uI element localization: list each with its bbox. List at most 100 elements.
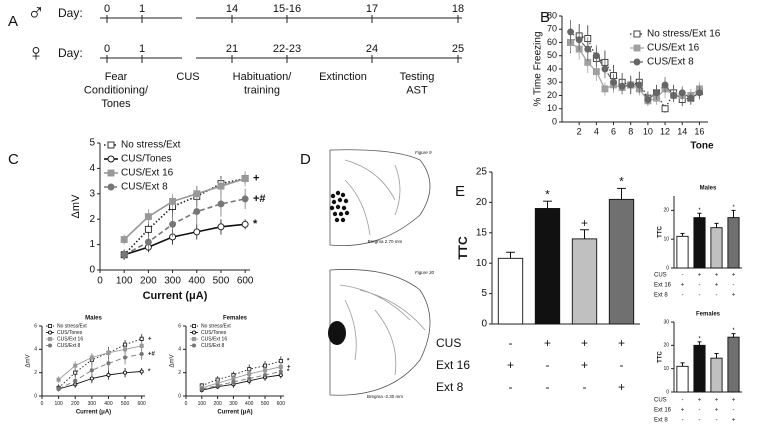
- value-annotation: *: [545, 187, 550, 201]
- factor-level: -: [699, 293, 701, 299]
- x-tick-label: 100: [116, 276, 133, 287]
- series-annotation: +: [287, 364, 291, 370]
- x-axis-label: Current (μA): [143, 290, 208, 302]
- x-tick-label: 500: [121, 401, 130, 407]
- day-number: 0: [104, 43, 110, 55]
- y-tick-label: 25: [476, 167, 488, 178]
- value-annotation: +: [581, 216, 588, 230]
- bar: [676, 235, 689, 269]
- x-tick-label: 14: [677, 127, 687, 137]
- phase-label: CUS: [176, 71, 199, 83]
- series-line: [201, 366, 281, 389]
- y-tick-label: 20: [663, 343, 669, 349]
- factor-level: +: [581, 358, 588, 372]
- marker: [278, 364, 283, 369]
- chart-title: Females: [696, 312, 721, 318]
- marker: [120, 251, 128, 259]
- marker: [592, 52, 600, 60]
- y-tick-label: 10: [663, 237, 669, 243]
- legend-marker: [107, 169, 115, 177]
- legend-marker: [47, 343, 53, 348]
- series-annotation: +: [253, 172, 259, 184]
- phase-label: Habituation/: [233, 71, 293, 83]
- day-number: 1: [139, 3, 145, 15]
- phase-label: Fear: [105, 71, 128, 83]
- marker: [262, 372, 268, 378]
- factor-level: -: [509, 380, 513, 394]
- y-tick-label: 10: [547, 103, 557, 113]
- legend-label: No stress/Ext 16: [647, 29, 721, 40]
- marker: [567, 28, 575, 36]
- sex-symbol: ♂: [27, 0, 45, 26]
- factor-name: Ext 8: [654, 293, 668, 299]
- series-annotation: *: [253, 218, 258, 230]
- legend-marker: [191, 323, 197, 329]
- x-tick-label: 400: [245, 401, 254, 407]
- marker: [687, 94, 695, 102]
- factor-level: -: [699, 408, 701, 414]
- factor-level: +: [715, 283, 719, 289]
- marker: [241, 220, 249, 228]
- chart-title: Males: [85, 316, 102, 322]
- y-tick-label: 1: [89, 239, 95, 250]
- legend-label: CUS/Ext 8: [647, 57, 694, 68]
- x-axis-label: Tone: [690, 141, 714, 152]
- factor-level: -: [546, 358, 550, 372]
- marker: [106, 372, 111, 378]
- legend-marker: [47, 336, 53, 342]
- factor-level: -: [509, 336, 513, 350]
- x-tick-label: 300: [164, 276, 181, 287]
- legend-label: CUS/Ext 8: [201, 343, 225, 349]
- marker: [144, 238, 152, 246]
- y-tick-label: 2: [89, 214, 95, 225]
- day-number: 14: [226, 3, 238, 15]
- x-tick-label: 6: [611, 127, 616, 137]
- value-annotation: *: [698, 208, 701, 214]
- y-tick-label: 0: [666, 389, 669, 395]
- factor-level: +: [544, 336, 551, 350]
- day-number: 15-16: [273, 3, 301, 15]
- factor-level: -: [620, 358, 624, 372]
- factor-name: Ext 16: [654, 283, 672, 289]
- bar: [676, 365, 689, 393]
- brain-outline: [329, 149, 431, 246]
- y-tick-label: 40: [547, 63, 557, 73]
- legend-label: CUS/Ext 8: [57, 343, 81, 349]
- factor-level: -: [546, 380, 550, 394]
- marker: [215, 383, 220, 388]
- factor-level: -: [583, 380, 587, 394]
- y-tick-label: 0: [666, 265, 669, 271]
- marker: [278, 369, 283, 374]
- y-tick-label: 20: [547, 90, 557, 100]
- sex-symbol: ♀: [27, 39, 45, 66]
- marker: [575, 36, 583, 44]
- marker: [635, 81, 643, 89]
- factor-level: +: [732, 398, 736, 404]
- series-line: [58, 345, 142, 381]
- legend-marker: [107, 155, 115, 163]
- factor-level: +: [581, 336, 588, 350]
- marker: [217, 200, 225, 208]
- x-tick-label: 2: [577, 127, 582, 137]
- marker: [241, 195, 249, 203]
- y-tick-label: 4: [178, 347, 181, 353]
- factor-level: -: [699, 418, 701, 424]
- factor-level: +: [715, 398, 719, 404]
- marker: [241, 175, 249, 183]
- brain-outline: [329, 269, 431, 396]
- y-tick-label: 30: [547, 77, 557, 87]
- factor-level: +: [618, 380, 625, 394]
- factor-level: +: [715, 273, 719, 279]
- bregma-label: Bregma -2.30 mm: [367, 394, 403, 399]
- panel-label: A: [8, 13, 18, 30]
- y-tick-label: 15: [476, 227, 488, 238]
- bar: [710, 227, 723, 269]
- y-tick-label: 0: [178, 393, 181, 399]
- factor-name: CUS: [654, 273, 667, 279]
- marker: [169, 220, 177, 228]
- marker: [247, 371, 252, 376]
- legend-marker: [191, 330, 197, 335]
- factor-level: -: [733, 283, 735, 289]
- x-tick-label: 500: [213, 276, 230, 287]
